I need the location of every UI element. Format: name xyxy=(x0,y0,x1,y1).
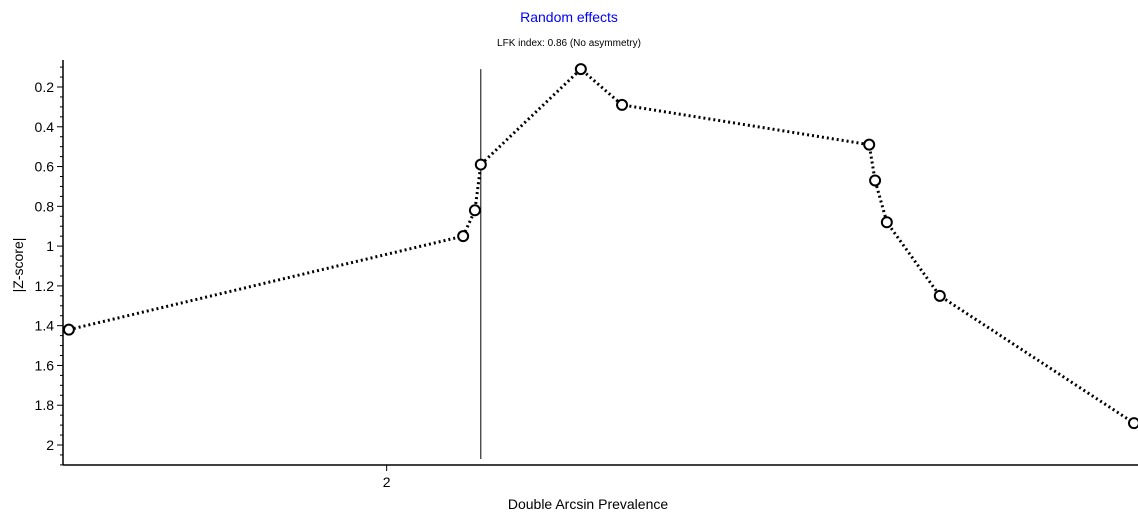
data-point xyxy=(933,289,946,302)
y-tick-label: 1.6 xyxy=(35,357,55,373)
y-tick-label: 0.8 xyxy=(35,198,55,214)
y-tick-label: 1.2 xyxy=(35,278,55,294)
y-tick-label: 0.2 xyxy=(35,79,55,95)
x-tick-label: 2 xyxy=(383,474,391,490)
data-point xyxy=(574,63,587,76)
data-point xyxy=(62,323,75,336)
series-line xyxy=(68,67,1135,425)
y-tick-label: 0.6 xyxy=(35,159,55,175)
data-point xyxy=(1128,417,1138,430)
y-axis-label: |Z-score| xyxy=(10,238,26,293)
y-tick-label: 1.4 xyxy=(35,318,55,334)
chart-subtitle: LFK index: 0.86 (No asymmetry) xyxy=(497,38,641,49)
data-point xyxy=(880,216,893,229)
data-point xyxy=(863,138,876,151)
y-tick-label: 0.4 xyxy=(35,119,55,135)
axes xyxy=(62,60,1138,466)
y-tick-label: 1.8 xyxy=(35,397,55,413)
data-point xyxy=(869,174,882,187)
data-point xyxy=(468,204,481,217)
y-tick-label: 2 xyxy=(46,437,54,453)
ticks: 0.2 0.4 0.6 0.8 1 1.2 1.4 1.6 1.8 2 2 xyxy=(35,66,391,490)
series xyxy=(62,63,1138,459)
data-point xyxy=(457,230,470,243)
data-point xyxy=(616,98,629,111)
y-tick-label: 1 xyxy=(46,238,54,254)
x-axis-label: Double Arcsin Prevalence xyxy=(508,496,669,512)
data-point xyxy=(474,158,487,171)
chart-title: Random effects xyxy=(520,9,618,25)
